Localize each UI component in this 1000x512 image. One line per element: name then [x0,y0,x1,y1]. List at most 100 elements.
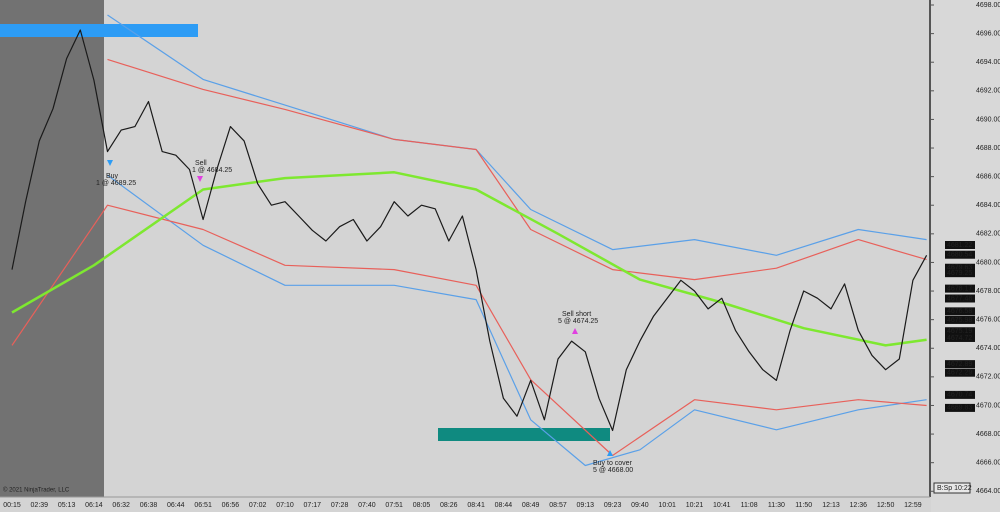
x-tick-label: 11:50 [795,502,812,509]
price-marker-label: 4672.89 [947,361,972,368]
series-line [11,204,927,457]
price-marker [945,327,975,336]
trade-arrow [197,176,203,182]
x-tick-label: 12:59 [904,502,922,509]
x-tick-label: 08:44 [495,502,513,509]
y-tick-label: 4678.00 [976,288,1000,295]
x-tick-label: 08:41 [467,502,485,509]
price-marker-label: 4677.48 [947,295,972,302]
price-marker-label: 4679.25 [947,270,972,277]
y-tick-label: 4664.00 [976,488,1000,495]
x-tick-label: 00:15 [3,502,21,509]
annotation: Sell short [562,311,591,318]
x-tick-label: 06:44 [167,502,185,509]
x-tick-label: 11:30 [768,502,785,509]
annotation: Buy [106,173,119,180]
price-marker-label: 4675.98 [947,317,972,324]
series-line [11,171,927,347]
x-tick-label: 02:39 [31,502,49,509]
x-tick-label: 05:13 [58,502,76,509]
y-tick-label: 4686.00 [976,173,1000,180]
x-tick-label: 11:08 [741,502,758,509]
trade-arrow [607,450,613,456]
y-tick-label: 4688.00 [976,145,1000,152]
x-tick-label: 06:38 [140,502,158,509]
price-marker-label: 4679.63 [947,265,972,272]
x-tick-label: 06:32 [112,502,130,509]
x-tick-label: 06:14 [85,502,103,509]
plot [11,14,928,467]
price-marker-label: 4670.74 [947,392,972,399]
price-marker [945,269,975,278]
x-tick-label: 12:36 [850,502,868,509]
annotation: Sell [195,160,207,167]
x-tick-label: 09:40 [631,502,649,509]
price-marker [945,390,975,399]
x-tick-label: 08:26 [440,502,458,509]
x-tick-label: 10:01 [658,502,676,509]
x-tick-label: 07:02 [249,502,267,509]
price-marker [945,294,975,303]
price-marker [945,250,975,259]
x-tick-label: 07:28 [331,502,349,509]
y-tick-label: 4680.00 [976,259,1000,266]
copyright: © 2021 NinjaTrader, LLC [3,487,70,494]
series-line [107,174,927,467]
x-tick-label: 09:13 [577,502,595,509]
y-tick-label: 4690.00 [976,116,1000,123]
x-tick-label: 10:41 [713,502,731,509]
price-marker [945,263,975,272]
y-tick-label: 4666.00 [976,460,1000,467]
y-tick-label: 4694.00 [976,59,1000,66]
price-marker [945,403,975,412]
x-tick-label: 07:51 [385,502,403,509]
y-tick-label: 4676.00 [976,316,1000,323]
x-tick-label: 08:57 [549,502,567,509]
y-tick-label: 4668.00 [976,431,1000,438]
series-line [11,29,928,432]
y-tick-label: 4682.00 [976,231,1000,238]
highlight-bar [438,428,610,441]
trade-arrow [107,160,113,166]
annotation: Buy to cover [593,460,633,467]
y-tick-label: 4672.00 [976,374,1000,381]
price-marker-label: 4669.83 [947,405,972,412]
y-tick-label: 4684.00 [976,202,1000,209]
annotation: 1 @ 4684.25 [192,167,232,174]
x-tick-label: 07:17 [304,502,322,509]
y-tick-label: 4698.00 [976,2,1000,9]
price-marker-label: 4680.54 [947,252,972,259]
status: B:Sp 10:22 [937,485,972,492]
x-tick-label: 07:40 [358,502,376,509]
annotation: 5 @ 4674.25 [558,318,598,325]
x-tick-label: 12:13 [822,502,840,509]
price-marker [945,284,975,293]
price-marker [945,315,975,324]
price-marker-label: 4681.22 [947,242,972,249]
price-marker [945,360,975,369]
highlight-bar [0,24,198,37]
annotation: 5 @ 4668.00 [593,467,633,474]
y-tick-label: 4696.00 [976,30,1000,37]
annotation: 1 @ 4689.25 [96,180,136,187]
y-tick-label: 4670.00 [976,402,1000,409]
y-tick-label: 4674.00 [976,345,1000,352]
price-marker [945,240,975,249]
price-marker-label: 4672.29 [947,370,972,377]
price-marker-label: 4678.17 [947,285,972,292]
x-tick-label: 08:49 [522,502,540,509]
status-box [933,482,971,494]
x-tick-label: 08:05 [413,502,431,509]
price-marker-label: 4676.58 [947,308,972,315]
session-shade [0,0,104,497]
price-marker-label: 4675.19 [947,328,972,335]
x-tick-label: 06:56 [222,502,240,509]
x-tick-label: 07:10 [276,502,294,509]
price-marker [945,368,975,377]
price-marker-label: 4674.72 [947,335,972,342]
series-line [107,14,927,256]
y-tick-label: 4692.00 [976,88,1000,95]
